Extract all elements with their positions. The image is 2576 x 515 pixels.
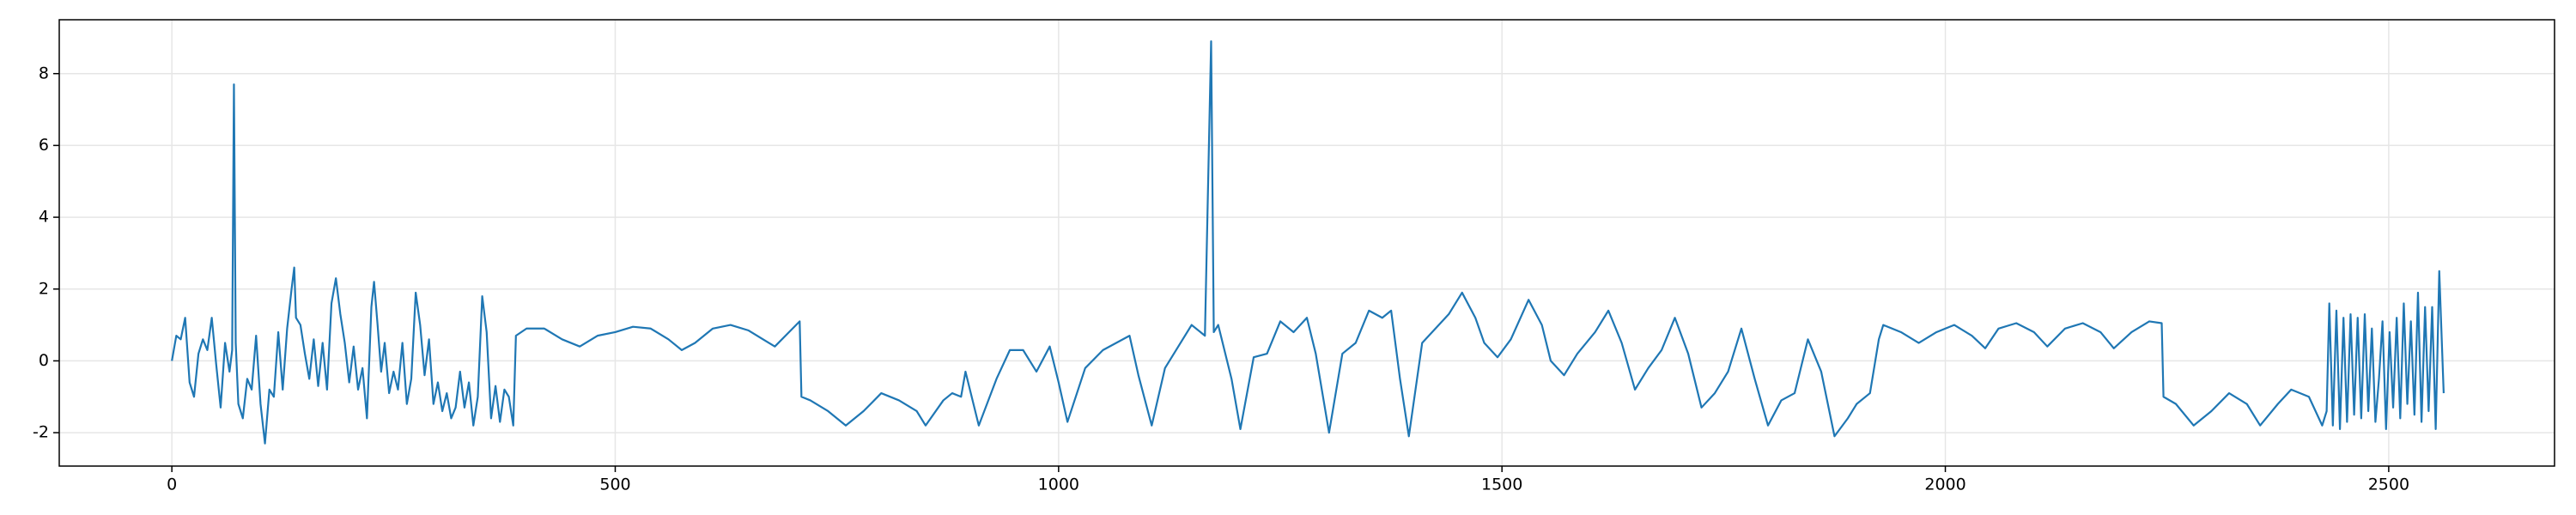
- y-tick-label: 8: [39, 64, 49, 82]
- x-tick-label: 0: [167, 476, 177, 494]
- y-tick-label: 6: [39, 136, 49, 154]
- x-tick-label: 1500: [1481, 476, 1522, 494]
- x-tick-label: 2000: [1924, 476, 1965, 494]
- y-tick-label: 4: [39, 208, 49, 227]
- y-tick-label: 0: [39, 351, 49, 370]
- y-tick-label: 2: [39, 279, 49, 298]
- x-tick-label: 1000: [1038, 476, 1079, 494]
- x-tick-label: 500: [599, 476, 630, 494]
- y-tick-label: -2: [33, 423, 49, 442]
- x-tick-label: 2500: [2368, 476, 2409, 494]
- data-line: [171, 40, 2445, 445]
- plot-frame: [58, 19, 2555, 467]
